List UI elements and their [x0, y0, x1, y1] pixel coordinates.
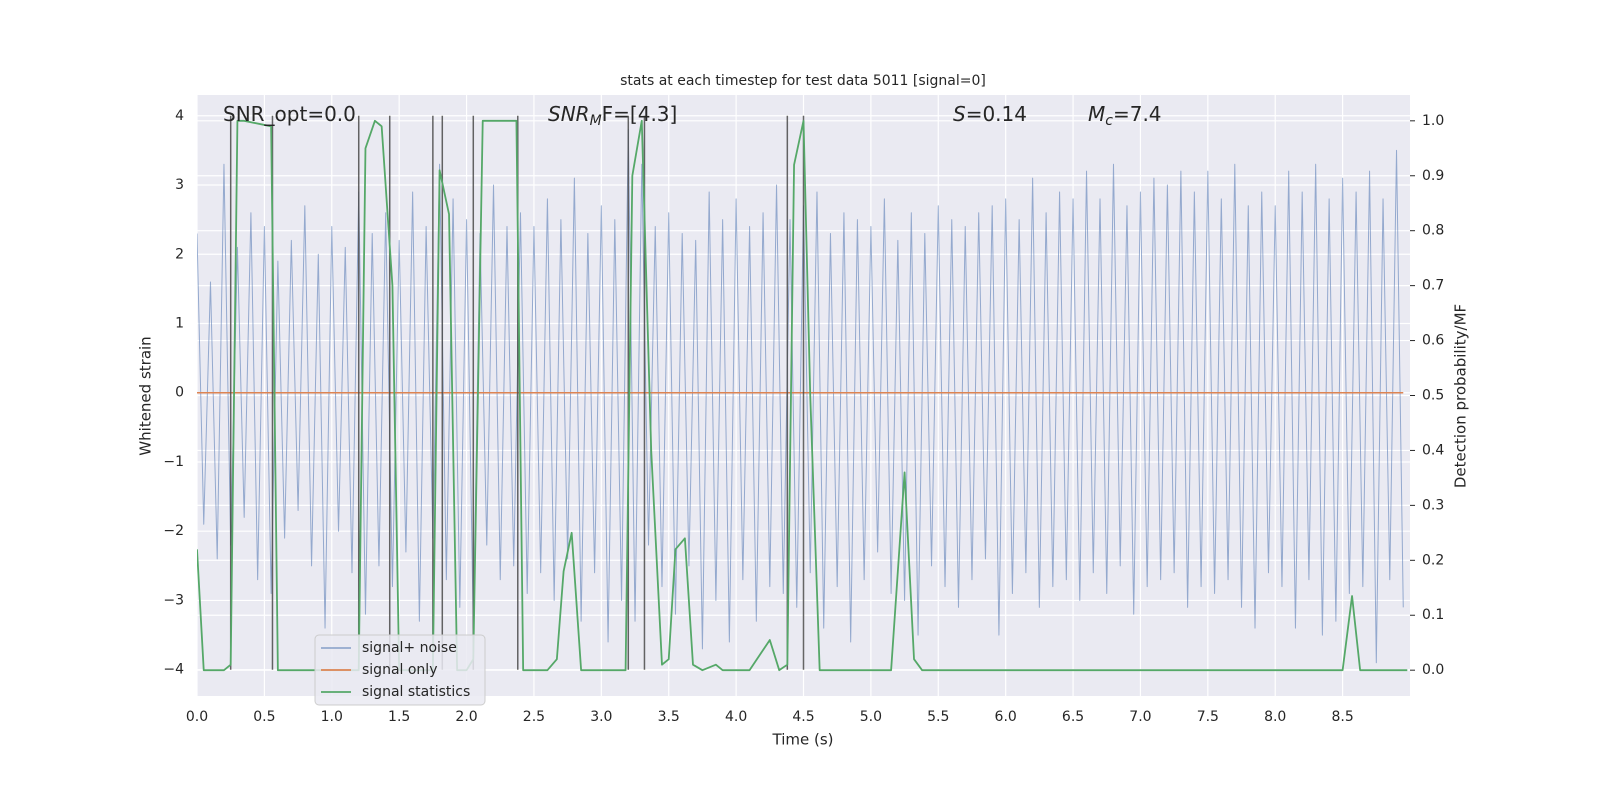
- y2-axis-label: Detection probability/MF: [1452, 304, 1470, 488]
- y2-tick-label: 0.8: [1422, 223, 1444, 239]
- y-tick-label: 2: [175, 246, 184, 262]
- x-axis-label: Time (s): [772, 731, 834, 749]
- x-tick-label: 7.5: [1197, 709, 1219, 725]
- x-tick-label: 0.0: [186, 709, 208, 725]
- legend-label: signal+ noise: [362, 640, 457, 656]
- x-tick-label: 4.5: [792, 709, 814, 725]
- x-tick-label: 2.0: [455, 709, 477, 725]
- y2-tick-label: 0.9: [1422, 168, 1444, 184]
- x-tick-label: 4.0: [725, 709, 747, 725]
- annotation-part: c: [1105, 113, 1113, 129]
- annotation: SNR_opt=0.0: [223, 102, 356, 126]
- annotation: S=0.14: [953, 102, 1027, 126]
- x-tick-label: 8.0: [1264, 709, 1286, 725]
- y2-tick-label: 1.0: [1422, 113, 1444, 129]
- legend-box: [314, 634, 486, 706]
- y2-tick-label: 0.4: [1422, 442, 1444, 458]
- x-tick-label: 6.5: [1062, 709, 1084, 725]
- y-tick-label: 3: [175, 177, 184, 193]
- x-tick-label: 0.5: [253, 709, 275, 725]
- x-tick-label: 5.0: [860, 709, 882, 725]
- annotation: SNRMF=[4.3]: [548, 102, 677, 130]
- legend-label: signal statistics: [362, 684, 470, 700]
- y-tick-label: −3: [163, 592, 184, 608]
- y2-tick-label: 0.2: [1422, 552, 1444, 568]
- y2-tick-label: 0.1: [1422, 607, 1444, 623]
- x-tick-label: 7.0: [1129, 709, 1151, 725]
- y-tick-label: −2: [163, 523, 184, 539]
- legend-label: signal only: [362, 662, 437, 678]
- series-line: [197, 129, 1404, 664]
- y-tick-label: 4: [175, 108, 184, 124]
- annotation: Mc=7.4: [1088, 102, 1162, 130]
- y-tick-label: −4: [163, 662, 184, 678]
- annotation-part: SNR: [548, 102, 590, 126]
- annotation-part: SNR_opt=0.0: [223, 102, 356, 126]
- y2-tick-label: 0.5: [1422, 388, 1444, 404]
- x-tick-label: 3.0: [590, 709, 612, 725]
- series-line: [197, 119, 1408, 672]
- annotation-part: F=[4.3]: [602, 102, 678, 126]
- annotation-part: M: [1088, 102, 1105, 126]
- y-tick-label: −1: [163, 454, 184, 470]
- x-tick-label: 1.0: [321, 709, 343, 725]
- x-tick-label: 1.5: [388, 709, 410, 725]
- plot-layer: [197, 115, 1408, 672]
- x-tick-label: 3.5: [658, 709, 680, 725]
- y2-tick-label: 0.6: [1422, 333, 1444, 349]
- x-tick-label: 2.5: [523, 709, 545, 725]
- y2-tick-label: 0.3: [1422, 497, 1444, 513]
- annotation-part: M: [590, 113, 602, 129]
- x-tick-label: 6.0: [995, 709, 1017, 725]
- y-tick-label: 1: [175, 315, 184, 331]
- annotation-part: =0.14: [966, 102, 1027, 126]
- chart-title: stats at each timestep for test data 501…: [620, 73, 986, 89]
- y2-tick-label: 0.7: [1422, 278, 1444, 294]
- x-tick-label: 5.5: [927, 709, 949, 725]
- annotation-part: S: [953, 102, 966, 126]
- annotation-part: =7.4: [1113, 102, 1162, 126]
- y2-tick-label: 0.0: [1422, 662, 1444, 678]
- x-tick-label: 8.5: [1331, 709, 1353, 725]
- y-tick-label: 0: [175, 385, 184, 401]
- y-axis-label: Whitened strain: [137, 336, 155, 455]
